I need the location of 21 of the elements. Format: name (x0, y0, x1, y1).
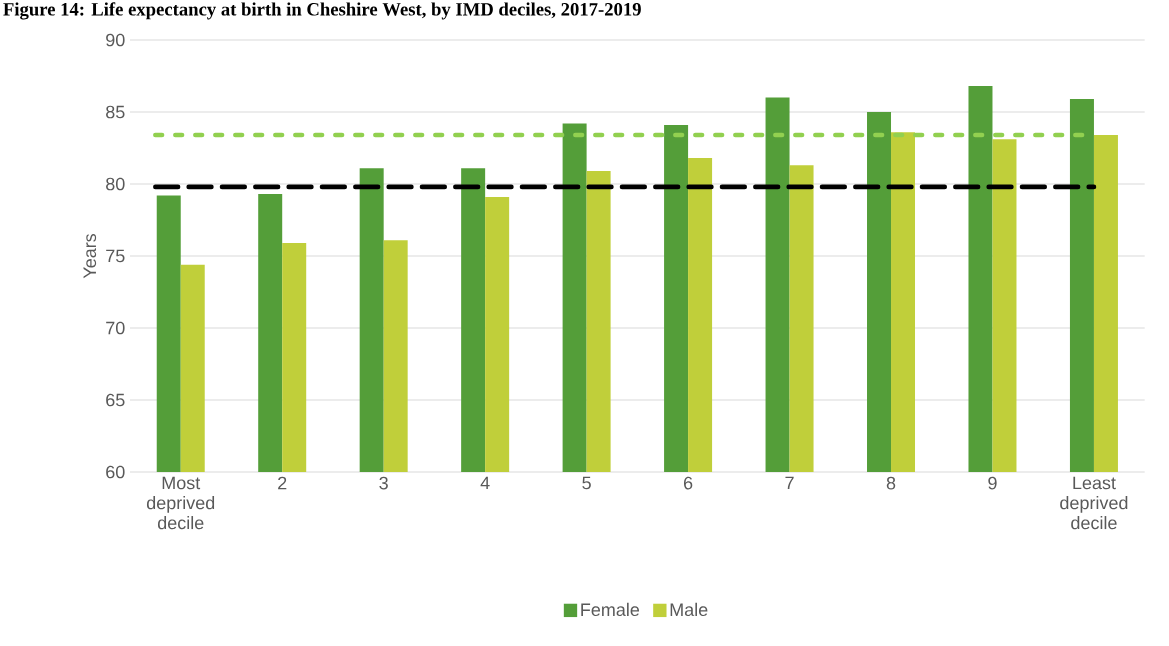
y-tick-label: 90 (106, 33, 125, 47)
x-tick-label: Least deprived decile (1060, 476, 1128, 530)
x-tick-label: 9 (988, 476, 997, 490)
y-axis-title: Years (83, 233, 97, 279)
x-tick-label: 4 (480, 476, 490, 490)
x-tick-label: Most deprived decile (146, 476, 215, 530)
y-tick-label: 80 (106, 177, 125, 191)
y-tick-label: 75 (106, 249, 125, 263)
x-tick-label: 8 (886, 476, 896, 490)
x-tick-label: 6 (683, 476, 693, 490)
legend-label: Male (670, 602, 708, 617)
x-tick-label: 2 (278, 476, 287, 490)
y-tick-label: 70 (106, 321, 125, 335)
y-tick-label: 60 (106, 465, 125, 479)
x-tick-label: 7 (785, 476, 794, 490)
legend-label: Female (581, 602, 640, 617)
x-tick-label: 3 (379, 476, 388, 490)
y-tick-label: 65 (106, 393, 125, 407)
x-tick-label: 5 (582, 476, 591, 490)
chart-title: Figure 14: Life expectancy at birth in Cheshire West, by IMD deciles, 2017-2019 (3, 2, 641, 20)
y-tick-label: 85 (106, 105, 125, 119)
